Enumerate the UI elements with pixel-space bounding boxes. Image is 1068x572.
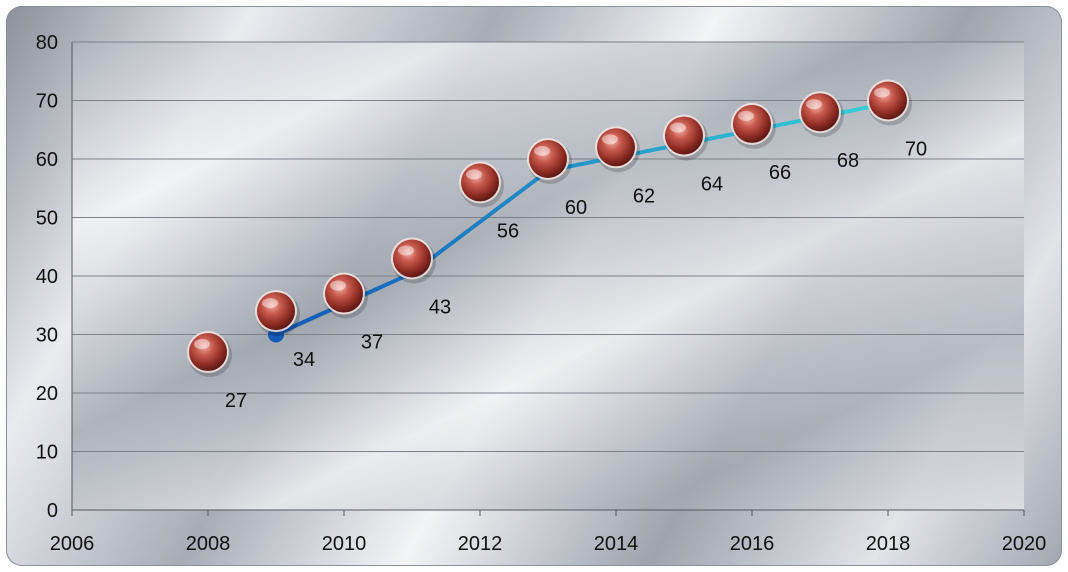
data-point-ball <box>257 292 295 331</box>
data-point-ball <box>529 140 567 178</box>
data-label: 66 <box>769 162 791 184</box>
data-label: 60 <box>565 197 587 219</box>
x-tick-label: 2008 <box>186 533 231 555</box>
data-label-layer: 27 34 37 43 56 60 62 64 66 68 70 <box>225 139 927 413</box>
data-point-ball <box>393 239 431 278</box>
y-tick-label: 0 <box>47 500 58 522</box>
data-point-highlight <box>194 339 210 350</box>
marker-layer <box>187 79 912 378</box>
data-point-ball <box>325 274 363 313</box>
data-point <box>459 161 504 208</box>
x-tick-label: 2016 <box>730 533 775 555</box>
data-label: 43 <box>429 296 451 318</box>
data-point <box>799 91 844 138</box>
y-tick-label: 40 <box>36 266 58 288</box>
x-tick-label: 2006 <box>50 533 95 555</box>
y-tick-label: 30 <box>36 325 58 347</box>
data-point-ball <box>665 116 703 155</box>
data-label: 70 <box>905 139 927 161</box>
data-point <box>255 290 300 337</box>
data-point <box>663 114 708 161</box>
y-tick-label: 20 <box>36 383 58 405</box>
data-point-highlight <box>330 280 346 291</box>
data-point-highlight <box>738 110 754 121</box>
y-tick-label: 60 <box>36 149 58 171</box>
y-tick-label: 70 <box>36 91 58 113</box>
data-point-highlight <box>602 134 618 145</box>
data-point <box>527 138 572 184</box>
axis-layer: 0 10 20 30 40 50 60 70 80 2006 2008 2010 2012 2014 201… <box>36 32 1047 555</box>
y-tick-label: 80 <box>36 32 58 54</box>
data-label: 56 <box>497 220 519 242</box>
chart-svg: 0 10 20 30 40 50 60 70 80 2006 2008 2010 2012 2014 201… <box>36 32 1047 555</box>
data-point <box>731 102 776 149</box>
x-tick-label: 2014 <box>594 533 639 555</box>
data-label: 34 <box>293 349 315 371</box>
data-label: 27 <box>225 390 247 412</box>
y-tick-label: 50 <box>36 208 58 230</box>
x-tick-label: 2010 <box>322 533 367 555</box>
data-point-ball <box>733 104 771 143</box>
data-point-highlight <box>806 99 822 110</box>
data-label: 68 <box>837 150 859 172</box>
data-point-highlight <box>670 122 686 133</box>
x-tick-label: 2018 <box>866 533 911 555</box>
data-point-ball <box>597 128 635 167</box>
data-point <box>187 331 232 378</box>
data-point <box>323 272 368 319</box>
x-tick-label: 2012 <box>458 533 503 555</box>
data-point-highlight <box>534 146 550 156</box>
data-point-highlight <box>874 87 890 98</box>
data-point-highlight <box>262 298 278 309</box>
data-point-ball <box>801 93 839 132</box>
data-point-ball <box>189 333 227 372</box>
data-point-ball <box>461 163 499 202</box>
chart-frame: 0 10 20 30 40 50 60 70 80 2006 2008 2010 2012 2014 201… <box>6 6 1062 566</box>
data-point <box>391 237 436 284</box>
data-point-highlight <box>398 245 414 256</box>
data-point-highlight <box>466 169 482 180</box>
data-label: 62 <box>633 185 655 207</box>
x-tick-label: 2020 <box>1002 533 1047 555</box>
data-point <box>595 126 640 173</box>
data-point <box>867 79 912 126</box>
data-label: 37 <box>361 332 383 354</box>
data-point-ball <box>869 81 907 120</box>
data-label: 64 <box>701 174 723 196</box>
y-tick-label: 10 <box>36 442 58 464</box>
